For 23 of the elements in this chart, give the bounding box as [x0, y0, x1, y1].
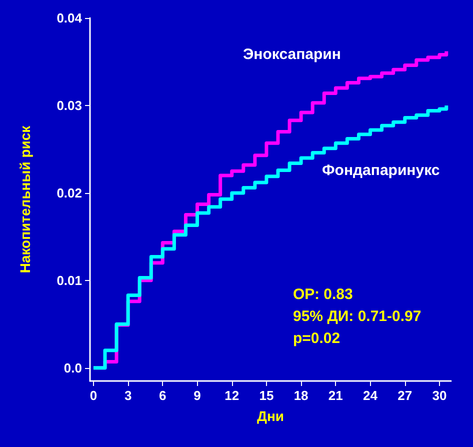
x-tick-label: 3 — [124, 388, 132, 403]
annotation: ОР: 0.83 — [293, 286, 353, 303]
series-label: Эноксапарин — [243, 46, 341, 63]
x-tick-label: 6 — [159, 388, 166, 403]
x-tick-label: 27 — [398, 388, 412, 403]
y-tick-label: 0.03 — [56, 98, 82, 113]
y-tick-label: 0.04 — [56, 10, 83, 26]
x-tick-label: 24 — [363, 388, 378, 403]
annotation: p=0.02 — [293, 330, 340, 347]
y-axis-title: Накопительный риск — [17, 124, 33, 274]
y-tick-label: 0.0 — [64, 360, 82, 376]
x-tick-label: 21 — [328, 388, 343, 403]
x-axis-title: Дни — [256, 408, 284, 424]
annotation: 95% ДИ: 0.71-0.97 — [293, 308, 422, 325]
x-tick-label: 0 — [90, 388, 98, 403]
y-tick-label: 0.02 — [56, 185, 82, 200]
x-tick-label: 12 — [224, 388, 240, 403]
x-tick-label: 30 — [432, 388, 447, 403]
x-tick-label: 18 — [294, 388, 308, 403]
series-label: Фондапаринукс — [322, 162, 440, 179]
x-tick-label: 9 — [194, 388, 201, 403]
y-tick-label: 0.01 — [56, 272, 82, 288]
x-tick-label: 15 — [259, 388, 274, 403]
